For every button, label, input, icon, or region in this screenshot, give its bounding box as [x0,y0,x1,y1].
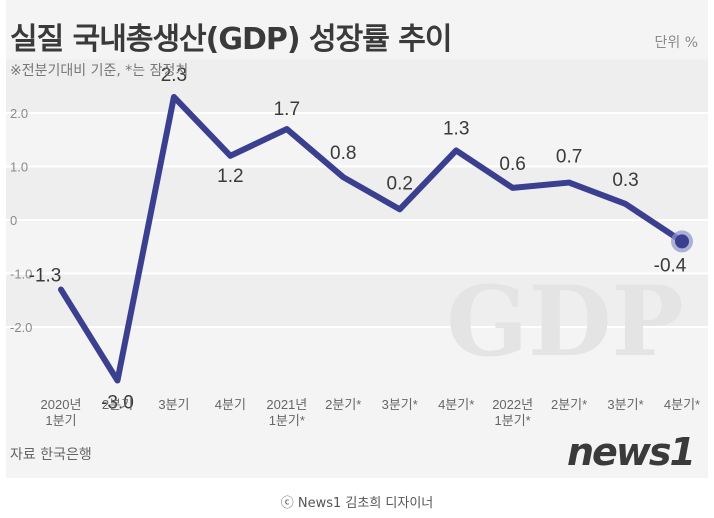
x-tick-label: 2020년 1분기 [41,397,82,428]
grid-band [6,59,708,113]
data-label: 2.3 [161,65,187,86]
data-label: 0.7 [556,147,582,168]
y-tick-label: 2.0 [10,106,28,121]
x-tick-label: 4분기* [438,397,474,412]
data-label: 0.8 [330,143,356,164]
x-tick-label: 4분기* [664,397,700,412]
source-label: 자료 한국은행 [10,447,92,463]
y-tick-label: -1.0 [10,267,32,282]
y-axis-ticks: 2.0 1.0 0 -1.0 -2.0 [10,106,32,335]
last-point-marker [675,234,689,249]
series-polyline [58,93,685,384]
data-label: -1.3 [29,266,62,287]
data-labels: -1.3 -3.0 2.3 1.2 1.7 0.8 0.2 1.3 0.6 0.7 0.3 -0.4 [29,65,687,414]
x-tick-label: 3분기* [607,397,643,412]
data-label: 1.3 [443,118,469,139]
y-tick-label: 1.0 [10,160,28,175]
x-tick-label: 3분기 [158,397,189,412]
gdp-watermark: GDP [446,265,683,378]
data-label: 1.2 [217,166,243,187]
x-tick-label: 3분기* [382,397,418,412]
x-tick-label: 2022년 1분기* [492,397,533,428]
data-label: 1.7 [274,99,300,120]
x-tick-label: 2021년 1분기* [266,397,307,428]
unit-label: 단위 % [654,35,698,51]
grid-band [6,273,708,327]
chart-title: 실질 국내총생산(GDP) 성장률 추이 [10,22,452,57]
data-label: 0.3 [612,170,638,191]
credit-line: ⓒ News1 김초희 디자이너 [280,496,434,511]
x-tick-label: 2분기* [551,397,587,412]
y-tick-label: 0 [10,213,17,228]
x-tick-label: 4분기 [215,397,246,412]
chart-subtitle: ※전분기대비 기준, *는 잠정치 [10,63,189,79]
x-axis-ticks: 2020년 1분기 2분기 3분기 4분기 2021년 1분기* 2분기* 3분기* 4분기* 20… [41,397,701,428]
data-label: -3.0 [101,393,134,414]
data-label: -0.4 [654,255,687,276]
x-tick-label: 2분기 [102,397,133,412]
news1-logo: news1 [567,430,696,474]
grid-band [6,113,708,167]
data-label: 0.2 [387,173,413,194]
x-tick-label: 2분기* [325,397,361,412]
y-tick-label: -2.0 [10,320,32,335]
grid-bands [6,59,708,328]
data-label: 0.6 [499,154,525,175]
grid-band [6,220,708,274]
series-line [58,93,693,384]
